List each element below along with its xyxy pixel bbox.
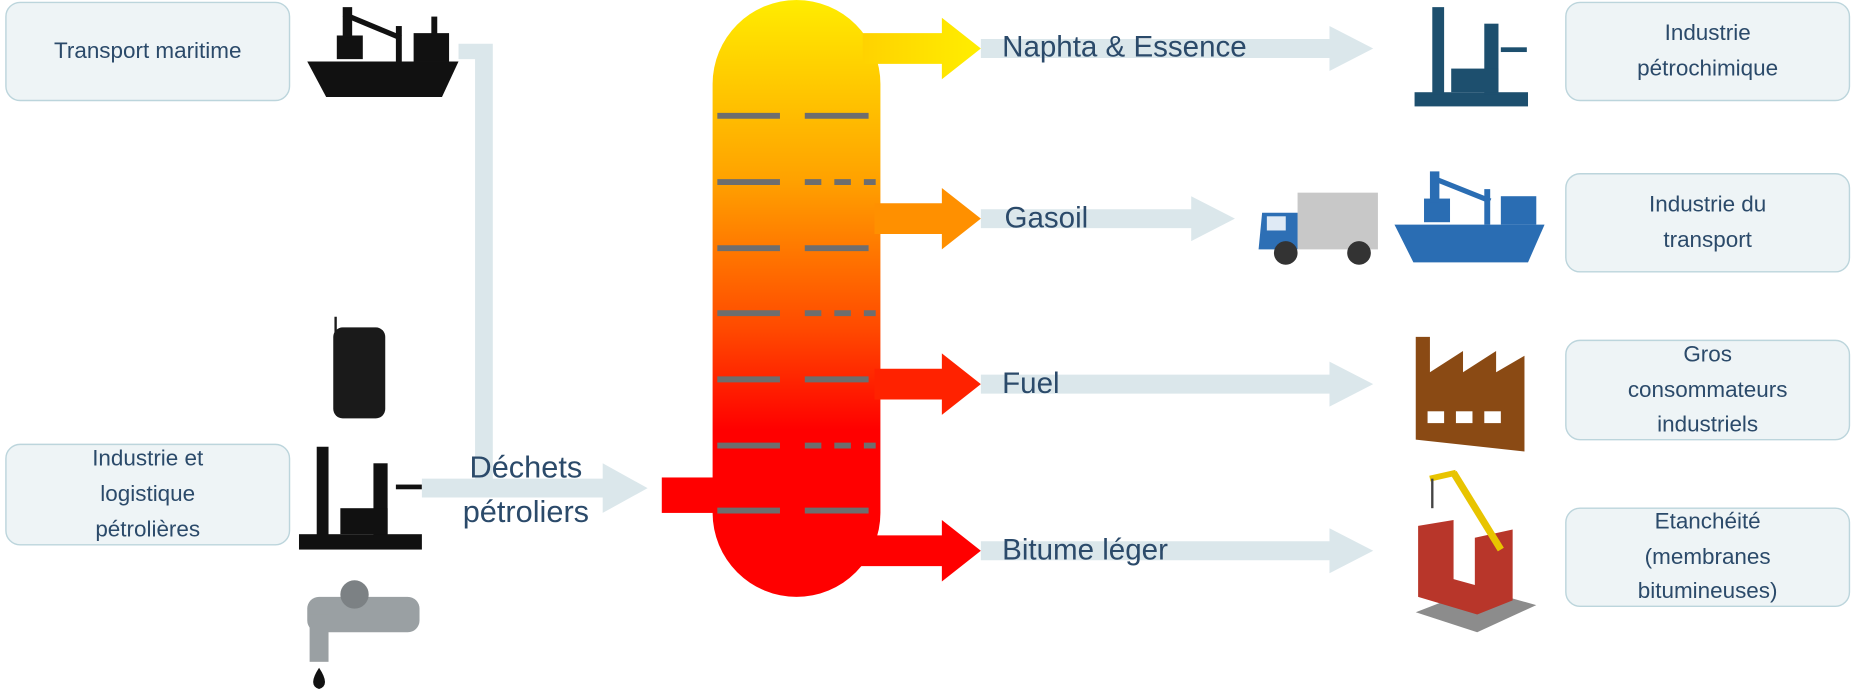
truck-icon (1259, 193, 1378, 265)
diagram: Transport maritime Industrie et logistiq… (0, 0, 1853, 692)
pipe-icon (307, 580, 419, 689)
output-arrow (875, 353, 981, 414)
source-label: Industrie et (92, 446, 204, 471)
destination-label: Etanchéité (1655, 508, 1761, 533)
destination-label: pétrochimique (1637, 56, 1778, 81)
input-arrow (459, 44, 493, 497)
input-label: pétroliers (463, 494, 589, 529)
source-label: Transport maritime (54, 38, 241, 63)
destination-label: industriels (1657, 411, 1758, 436)
page: {"sources": [ {"label": ["Transport mari… (0, 0, 1853, 692)
ship-icon (1394, 171, 1544, 262)
output-arrow (863, 18, 981, 79)
output-label: Fuel (1002, 367, 1059, 400)
destination-label: consommateurs (1628, 377, 1788, 402)
destination-label: (membranes (1645, 544, 1771, 569)
destination-box (1566, 174, 1850, 272)
output-label: Naphta & Essence (1002, 30, 1247, 63)
destination-label: Industrie du (1649, 192, 1766, 217)
refinery-icon (299, 447, 422, 550)
source-label: pétrolières (95, 517, 200, 542)
destination-label: bitumineuses) (1638, 578, 1778, 603)
refinery-icon (1415, 7, 1528, 106)
destination-label: Industrie (1665, 20, 1751, 45)
factory-icon (1416, 337, 1525, 452)
output-label: Gasoil (1004, 202, 1088, 235)
source-label: logistique (100, 481, 195, 506)
input-label: Déchets (470, 449, 583, 484)
destination-label: Gros (1683, 342, 1732, 367)
ship-icon (307, 7, 458, 97)
output-arrow (875, 188, 981, 249)
distillation-column (713, 0, 881, 597)
wall-icon (1416, 473, 1537, 633)
feed-pipe (662, 477, 721, 512)
output-label: Bitume léger (1002, 534, 1168, 567)
tank-icon (333, 317, 385, 419)
destination-box (1566, 2, 1850, 100)
destination-label: transport (1663, 227, 1752, 252)
